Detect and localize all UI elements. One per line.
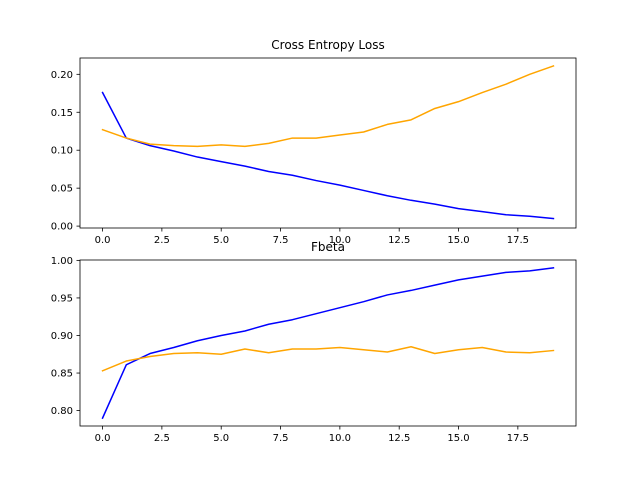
chart-title: Fbeta bbox=[311, 240, 345, 254]
chart-cross-entropy-loss: 0.0 2.5 5.0 7.5 10.0 12.5 15.0 17.5 0.00 0.05 0.10… bbox=[51, 38, 577, 246]
x-tick-label: 15.0 bbox=[447, 433, 469, 444]
series-line-0 bbox=[101, 267, 555, 420]
series-line-1 bbox=[101, 346, 555, 372]
x-tick-label: 2.5 bbox=[154, 235, 170, 246]
y-tick-label: 0.10 bbox=[51, 146, 73, 157]
x-tick-label: 12.5 bbox=[388, 433, 410, 444]
y-tick-label: 0.85 bbox=[51, 369, 73, 380]
axes-frame bbox=[79, 57, 577, 229]
y-tick-label: 0.95 bbox=[51, 293, 73, 304]
chart-fbeta: 0.0 2.5 5.0 7.5 10.0 12.5 15.0 17.5 0.80 0.85 0.90… bbox=[51, 240, 577, 444]
x-tick-label: 17.5 bbox=[507, 235, 529, 246]
y-tick-label: 0.80 bbox=[51, 406, 73, 417]
x-tick-label: 7.5 bbox=[273, 235, 289, 246]
x-tick-label: 12.5 bbox=[388, 235, 410, 246]
y-tick-label: 0.20 bbox=[51, 70, 73, 81]
series-line-1 bbox=[101, 65, 555, 148]
x-tick-label: 10.0 bbox=[329, 433, 351, 444]
x-tick-label: 2.5 bbox=[154, 433, 170, 444]
y-tick-label: 1.00 bbox=[51, 256, 73, 267]
y-tick-label: 0.05 bbox=[51, 184, 73, 195]
x-tick-label: 5.0 bbox=[213, 433, 229, 444]
x-tick-label: 10.0 bbox=[329, 235, 351, 246]
chart-title: Cross Entropy Loss bbox=[271, 38, 384, 52]
x-tick-label: 15.0 bbox=[447, 235, 469, 246]
axes-frame bbox=[79, 259, 577, 427]
x-tick-label: 0.0 bbox=[95, 235, 111, 246]
series-line-0 bbox=[101, 91, 555, 220]
x-tick-label: 5.0 bbox=[213, 235, 229, 246]
y-tick-label: 0.15 bbox=[51, 108, 73, 119]
x-tick-label: 7.5 bbox=[273, 433, 289, 444]
y-tick-label: 0.90 bbox=[51, 331, 73, 342]
x-tick-label: 17.5 bbox=[507, 433, 529, 444]
y-tick-label: 0.00 bbox=[51, 222, 73, 233]
x-tick-label: 0.0 bbox=[95, 433, 111, 444]
